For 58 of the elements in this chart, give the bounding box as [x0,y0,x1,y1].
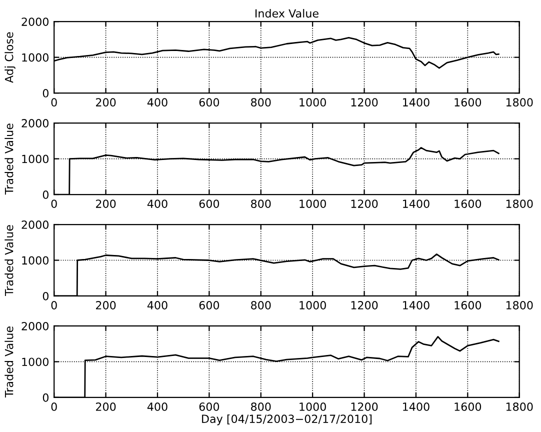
x-tick-label: 1400 [403,402,430,411]
chart-title: Index Value [256,8,318,18]
x-tick-label: 1000 [300,200,326,208]
x-tick-label: 800 [251,200,271,208]
x-tick-label: 1400 [403,301,430,310]
y-axis-title: Traded Value [4,326,14,398]
x-tick-label: 1800 [506,200,533,208]
x-tick-label: 1000 [300,98,326,107]
x-tick-label: 400 [147,200,168,208]
x-tick-label: 400 [147,98,168,107]
x-tick-label: 200 [96,98,116,107]
x-tick-label: 1200 [351,98,378,107]
y-axis-title: Adj Close [4,32,16,83]
x-tick-label: 1600 [454,200,482,208]
x-tick-label: 1800 [506,402,533,411]
x-tick-label: 1800 [506,301,533,310]
y-tick-label: 1000 [22,256,48,265]
x-tick-label: 200 [96,301,116,310]
x-tick-label: 1600 [454,301,482,310]
x-tick-label: 800 [251,301,271,310]
x-tick-label: 200 [96,200,116,208]
x-tick-label: 0 [51,402,57,411]
x-tick-label: 0 [51,301,57,310]
x-tick-label: 1600 [454,98,482,107]
x-tick-label: 1200 [351,200,378,208]
x-tick-label: 400 [147,301,168,310]
y-tick-label: 2000 [22,18,48,26]
y-tick-label: 0 [42,393,48,402]
x-axis-title: Day [04/15/2003−02/17/2010] [202,414,372,426]
x-tick-label: 0 [51,200,57,208]
x-tick-label: 1200 [351,402,378,411]
x-tick-label: 600 [199,98,220,107]
x-tick-label: 400 [147,402,168,411]
y-tick-label: 2000 [22,220,48,229]
x-tick-label: 800 [251,98,271,107]
x-tick-label: 600 [199,200,220,208]
x-tick-label: 800 [251,402,271,411]
x-tick-label: 600 [199,301,220,310]
x-tick-label: 1800 [506,98,533,107]
y-tick-label: 2000 [22,119,48,128]
y-tick-label: 1000 [22,358,48,366]
x-tick-label: 1400 [403,200,430,208]
y-tick-label: 0 [42,89,48,98]
x-tick-label: 1400 [403,98,430,107]
x-tick-label: 200 [96,402,116,411]
y-axis-title: Traded Value [4,124,14,195]
x-tick-label: 600 [199,402,220,411]
y-tick-label: 0 [42,190,48,199]
x-tick-label: 1600 [454,402,482,411]
y-axis-title: Traded Value [4,225,14,296]
x-tick-label: 0 [51,98,57,107]
x-tick-label: 1000 [300,301,326,310]
y-tick-label: 1000 [22,154,48,164]
y-tick-label: 1000 [22,53,48,62]
y-tick-label: 2000 [22,322,48,330]
y-tick-label: 0 [42,292,48,300]
x-tick-label: 1200 [351,301,378,310]
x-tick-label: 1000 [300,402,326,411]
